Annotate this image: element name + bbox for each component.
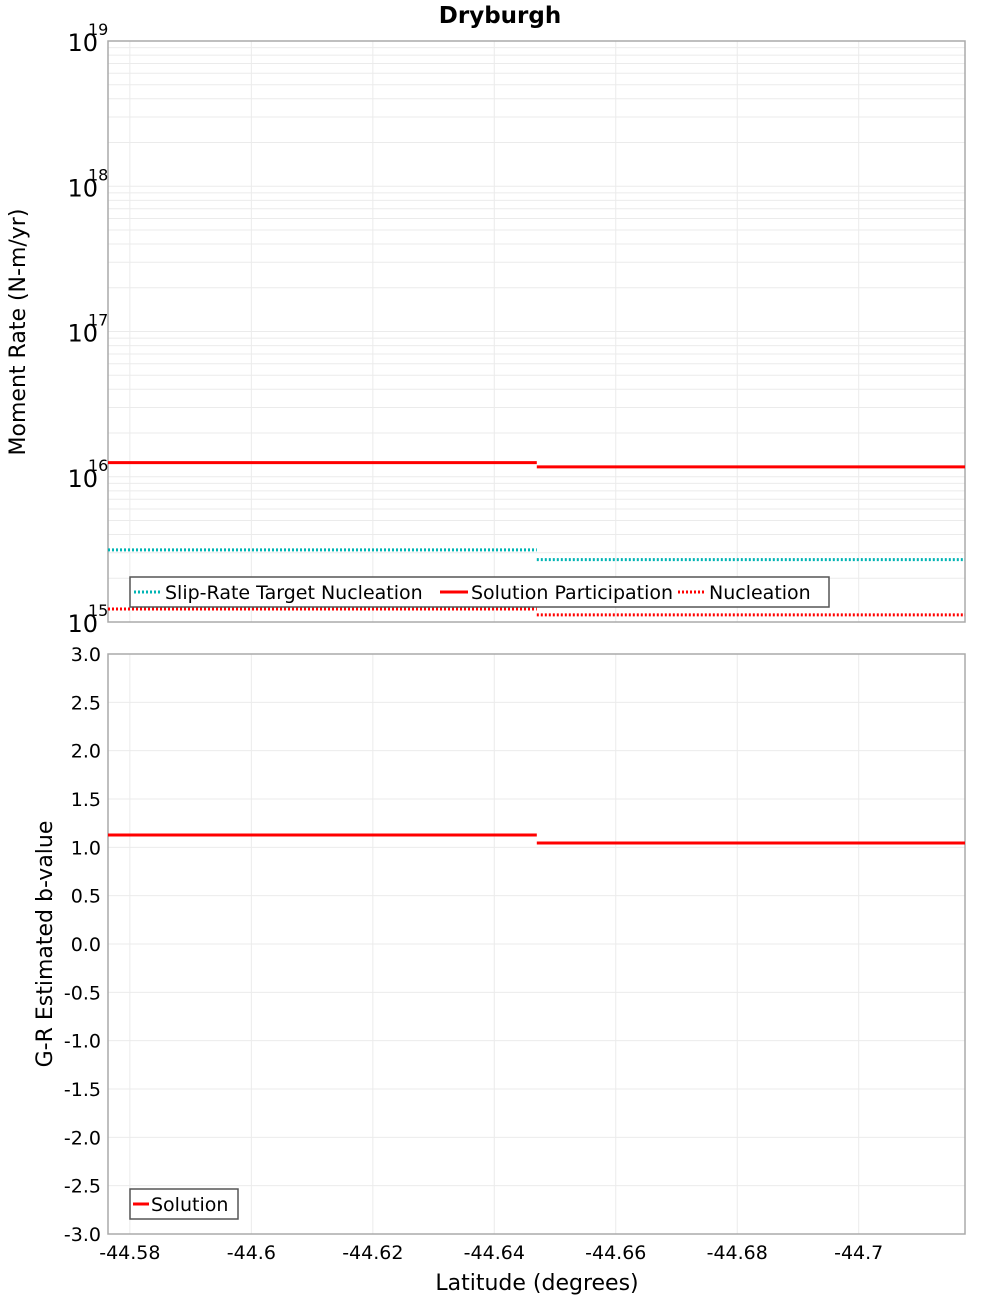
y-tick-label: 10 bbox=[67, 465, 98, 493]
y-tick-label: -2.0 bbox=[64, 1127, 101, 1149]
y-tick-label: 0.0 bbox=[71, 934, 101, 956]
y-tick-label: -1.5 bbox=[64, 1079, 101, 1101]
bottom-y-tick-labels: 3.0 2.5 2.0 1.5 1.0 0.5 0.0 -0.5 -1.0 -1.5 -2.0 -2.… bbox=[64, 644, 101, 1246]
bottom-plot-frame bbox=[107, 653, 966, 1235]
top-y-axis-label: Moment Rate (N-m/yr) bbox=[6, 209, 31, 456]
top-legend: Slip-Rate Target Nucleation Solution Part… bbox=[129, 576, 830, 608]
y-tick-exponent: 16 bbox=[88, 456, 108, 475]
x-tick-labels: -44.58 -44.6 -44.62 -44.64 -44.66 -44.68 -44.7 bbox=[99, 1242, 883, 1264]
y-tick-label: 3.0 bbox=[71, 644, 101, 666]
top-gridlines bbox=[108, 41, 965, 623]
legend-label: Nucleation bbox=[709, 582, 811, 604]
y-tick-label: 2.0 bbox=[71, 741, 101, 763]
legend-label: Slip-Rate Target Nucleation bbox=[165, 582, 423, 604]
y-tick-label: 10 bbox=[67, 610, 98, 638]
top-series-lines bbox=[108, 461, 965, 617]
b-value-plot: 3.0 2.5 2.0 1.5 1.0 0.5 0.0 -0.5 -1.0 -1.5 -2.0 -2.… bbox=[33, 644, 966, 1296]
y-tick-exponent: 17 bbox=[88, 311, 108, 330]
bottom-legend: Solution bbox=[129, 1188, 239, 1220]
y-tick-label: -3.0 bbox=[64, 1224, 101, 1246]
y-tick-label: -2.5 bbox=[64, 1176, 101, 1198]
y-tick-label: -1.0 bbox=[64, 1031, 101, 1053]
chart-title: Dryburgh bbox=[439, 3, 561, 29]
y-tick-exponent: 15 bbox=[88, 601, 108, 620]
legend-box bbox=[129, 576, 830, 608]
y-tick-exponent: 19 bbox=[88, 20, 108, 39]
x-tick-label: -44.62 bbox=[342, 1242, 403, 1264]
bottom-series-lines bbox=[108, 833, 965, 845]
x-tick-label: -44.58 bbox=[99, 1242, 160, 1264]
y-tick-label: 10 bbox=[67, 174, 98, 202]
y-tick-label: 10 bbox=[67, 29, 98, 57]
y-tick-label: 0.5 bbox=[71, 886, 101, 908]
y-tick-label: 2.5 bbox=[71, 692, 101, 714]
y-tick-label: 1.0 bbox=[71, 837, 101, 859]
y-tick-exponent: 18 bbox=[88, 165, 108, 184]
y-tick-label: -0.5 bbox=[64, 982, 101, 1004]
legend-label: Solution Participation bbox=[471, 582, 673, 604]
bottom-gridlines bbox=[108, 653, 965, 1235]
legend-label: Solution bbox=[151, 1194, 228, 1216]
bottom-y-axis-label: G-R Estimated b-value bbox=[33, 821, 58, 1068]
x-tick-label: -44.7 bbox=[834, 1242, 883, 1264]
x-tick-label: -44.66 bbox=[585, 1242, 646, 1264]
y-tick-label: 10 bbox=[67, 320, 98, 348]
x-tick-label: -44.64 bbox=[464, 1242, 525, 1264]
y-tick-label: 1.5 bbox=[71, 789, 101, 811]
x-tick-label: -44.68 bbox=[707, 1242, 768, 1264]
x-tick-label: -44.6 bbox=[227, 1242, 276, 1264]
x-axis-label: Latitude (degrees) bbox=[435, 1271, 638, 1296]
top-plot-frame bbox=[107, 40, 966, 623]
